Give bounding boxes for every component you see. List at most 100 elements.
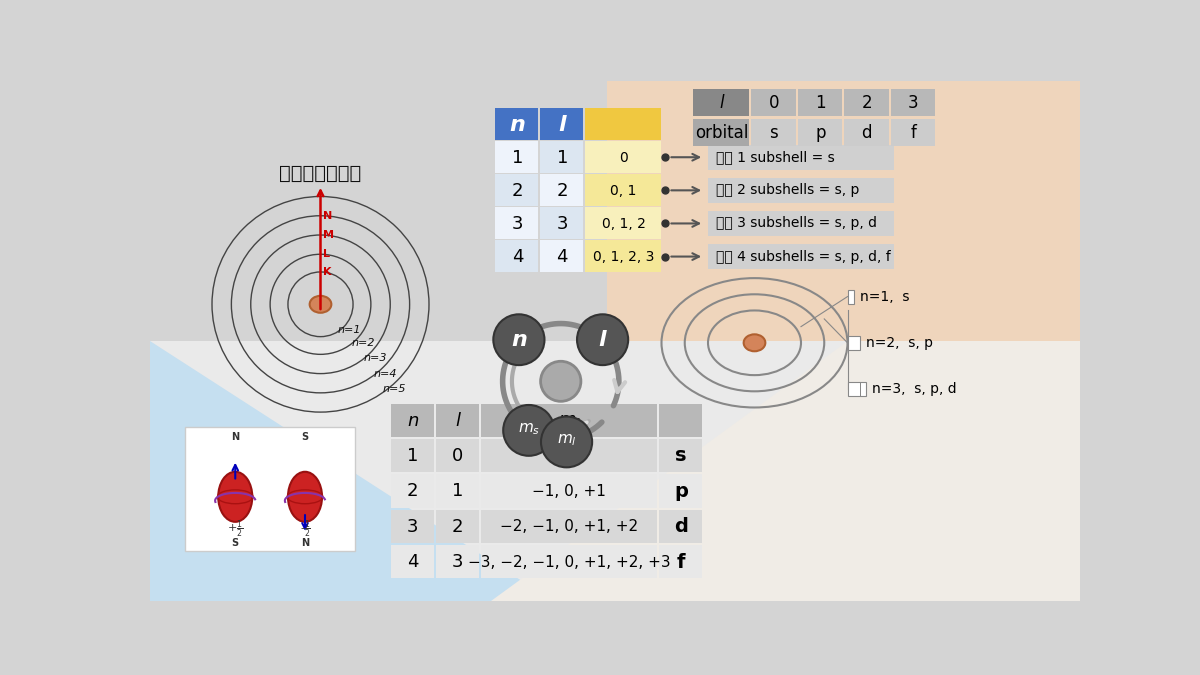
FancyBboxPatch shape bbox=[708, 211, 894, 236]
FancyBboxPatch shape bbox=[436, 404, 479, 437]
Bar bbox=[847, 336, 860, 350]
FancyBboxPatch shape bbox=[659, 475, 702, 508]
Ellipse shape bbox=[218, 472, 252, 522]
Circle shape bbox=[541, 416, 592, 467]
FancyBboxPatch shape bbox=[694, 119, 749, 146]
FancyBboxPatch shape bbox=[436, 510, 479, 543]
FancyBboxPatch shape bbox=[494, 240, 539, 272]
Text: 0: 0 bbox=[452, 447, 463, 465]
Text: 4: 4 bbox=[557, 248, 568, 266]
Circle shape bbox=[577, 315, 628, 365]
Text: −3, −2, −1, 0, +1, +2, +3: −3, −2, −1, 0, +1, +2, +3 bbox=[468, 555, 671, 570]
Text: 0: 0 bbox=[769, 95, 779, 112]
FancyBboxPatch shape bbox=[481, 439, 656, 472]
FancyBboxPatch shape bbox=[798, 90, 842, 116]
Text: N: N bbox=[232, 432, 239, 441]
Text: 2: 2 bbox=[452, 518, 463, 536]
Polygon shape bbox=[607, 81, 1080, 342]
Text: $m_l$: $m_l$ bbox=[558, 412, 581, 429]
FancyBboxPatch shape bbox=[481, 510, 656, 543]
Text: $m_s$: $m_s$ bbox=[517, 421, 540, 437]
Polygon shape bbox=[150, 81, 1080, 342]
Text: 1: 1 bbox=[511, 148, 523, 167]
FancyBboxPatch shape bbox=[391, 545, 433, 578]
FancyBboxPatch shape bbox=[798, 119, 842, 146]
Text: N: N bbox=[301, 538, 310, 548]
Text: 0, 1, 2, 3: 0, 1, 2, 3 bbox=[593, 250, 654, 264]
Text: 1: 1 bbox=[557, 148, 568, 167]
Text: n=5: n=5 bbox=[383, 384, 406, 394]
Text: S: S bbox=[232, 538, 239, 548]
Text: 2: 2 bbox=[511, 182, 523, 200]
Text: f: f bbox=[677, 553, 685, 572]
Text: 4: 4 bbox=[511, 248, 523, 266]
FancyBboxPatch shape bbox=[845, 119, 888, 146]
Text: −1, 0, +1: −1, 0, +1 bbox=[533, 484, 606, 499]
Text: -$\frac{1}{2}$: -$\frac{1}{2}$ bbox=[300, 518, 311, 540]
FancyBboxPatch shape bbox=[391, 510, 433, 543]
FancyBboxPatch shape bbox=[391, 439, 433, 472]
FancyBboxPatch shape bbox=[391, 475, 433, 508]
Text: n=2: n=2 bbox=[352, 338, 374, 348]
Text: l: l bbox=[455, 412, 460, 429]
Text: n=4: n=4 bbox=[373, 369, 397, 379]
FancyBboxPatch shape bbox=[890, 90, 935, 116]
Text: s: s bbox=[769, 124, 779, 142]
Text: 4: 4 bbox=[407, 554, 419, 571]
FancyBboxPatch shape bbox=[694, 90, 749, 116]
FancyBboxPatch shape bbox=[890, 119, 935, 146]
Text: 2: 2 bbox=[407, 483, 419, 500]
Text: มี 1 subshell = s: มี 1 subshell = s bbox=[715, 151, 834, 164]
Text: n=2,  s, p: n=2, s, p bbox=[866, 335, 934, 350]
Text: n=3,  s, p, d: n=3, s, p, d bbox=[872, 382, 956, 396]
Text: N: N bbox=[323, 211, 332, 221]
Text: l: l bbox=[719, 95, 724, 112]
Text: S: S bbox=[301, 432, 308, 441]
Ellipse shape bbox=[288, 472, 322, 522]
FancyBboxPatch shape bbox=[751, 119, 796, 146]
Text: 0: 0 bbox=[564, 448, 574, 464]
Circle shape bbox=[493, 315, 545, 365]
Text: $m_l$: $m_l$ bbox=[557, 433, 576, 448]
FancyBboxPatch shape bbox=[708, 178, 894, 202]
Text: 3: 3 bbox=[452, 554, 463, 571]
FancyBboxPatch shape bbox=[540, 141, 583, 173]
Bar bbox=[185, 427, 355, 551]
FancyBboxPatch shape bbox=[481, 475, 656, 508]
FancyBboxPatch shape bbox=[540, 108, 583, 140]
Text: n: n bbox=[407, 412, 419, 429]
FancyBboxPatch shape bbox=[584, 108, 661, 140]
Text: มี 3 subshells = s, p, d: มี 3 subshells = s, p, d bbox=[715, 217, 877, 230]
Text: n: n bbox=[510, 115, 526, 134]
Bar bbox=[847, 382, 866, 396]
Text: 2: 2 bbox=[862, 95, 872, 112]
FancyBboxPatch shape bbox=[659, 545, 702, 578]
Ellipse shape bbox=[744, 334, 766, 351]
FancyBboxPatch shape bbox=[494, 141, 539, 173]
Text: 1: 1 bbox=[815, 95, 826, 112]
FancyBboxPatch shape bbox=[540, 174, 583, 206]
Text: +$\frac{1}{2}$: +$\frac{1}{2}$ bbox=[227, 518, 244, 540]
FancyBboxPatch shape bbox=[584, 141, 661, 173]
FancyBboxPatch shape bbox=[540, 240, 583, 272]
FancyBboxPatch shape bbox=[391, 404, 433, 437]
Text: orbital: orbital bbox=[695, 124, 749, 142]
Text: พลังงาน: พลังงาน bbox=[280, 164, 361, 183]
Text: d: d bbox=[674, 517, 688, 537]
Text: f: f bbox=[911, 124, 917, 142]
Polygon shape bbox=[491, 342, 1080, 601]
Text: 0, 1: 0, 1 bbox=[611, 184, 637, 198]
Text: 1: 1 bbox=[452, 483, 463, 500]
FancyBboxPatch shape bbox=[436, 545, 479, 578]
Text: มี 4 subshells = s, p, d, f: มี 4 subshells = s, p, d, f bbox=[715, 250, 890, 263]
FancyBboxPatch shape bbox=[751, 90, 796, 116]
Circle shape bbox=[503, 405, 554, 456]
FancyBboxPatch shape bbox=[659, 510, 702, 543]
FancyBboxPatch shape bbox=[436, 475, 479, 508]
Circle shape bbox=[541, 361, 581, 402]
Text: K: K bbox=[323, 267, 331, 277]
Text: มี 2 subshells = s, p: มี 2 subshells = s, p bbox=[715, 184, 859, 197]
Text: L: L bbox=[323, 249, 330, 259]
Bar bbox=[847, 290, 853, 304]
Text: s: s bbox=[676, 446, 686, 466]
